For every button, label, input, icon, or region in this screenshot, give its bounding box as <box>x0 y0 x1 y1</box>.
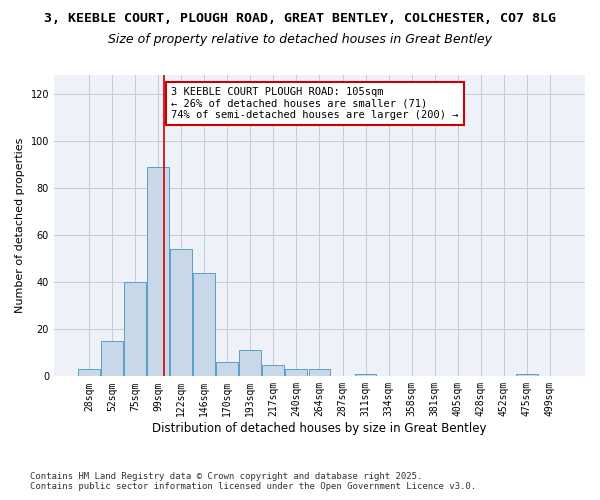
Bar <box>124 282 146 376</box>
Y-axis label: Number of detached properties: Number of detached properties <box>15 138 25 314</box>
Text: 3, KEEBLE COURT, PLOUGH ROAD, GREAT BENTLEY, COLCHESTER, CO7 8LG: 3, KEEBLE COURT, PLOUGH ROAD, GREAT BENT… <box>44 12 556 26</box>
Bar <box>170 249 192 376</box>
Bar <box>262 364 284 376</box>
X-axis label: Distribution of detached houses by size in Great Bentley: Distribution of detached houses by size … <box>152 422 487 435</box>
Text: Contains public sector information licensed under the Open Government Licence v3: Contains public sector information licen… <box>30 482 476 491</box>
Bar <box>355 374 376 376</box>
Bar <box>101 341 123 376</box>
Bar <box>193 273 215 376</box>
Bar <box>239 350 261 376</box>
Bar <box>286 370 307 376</box>
Text: 3 KEEBLE COURT PLOUGH ROAD: 105sqm
← 26% of detached houses are smaller (71)
74%: 3 KEEBLE COURT PLOUGH ROAD: 105sqm ← 26%… <box>171 87 458 120</box>
Bar <box>217 362 238 376</box>
Bar <box>516 374 538 376</box>
Bar <box>147 167 169 376</box>
Bar <box>308 370 331 376</box>
Bar <box>78 370 100 376</box>
Text: Contains HM Land Registry data © Crown copyright and database right 2025.: Contains HM Land Registry data © Crown c… <box>30 472 422 481</box>
Text: Size of property relative to detached houses in Great Bentley: Size of property relative to detached ho… <box>108 32 492 46</box>
